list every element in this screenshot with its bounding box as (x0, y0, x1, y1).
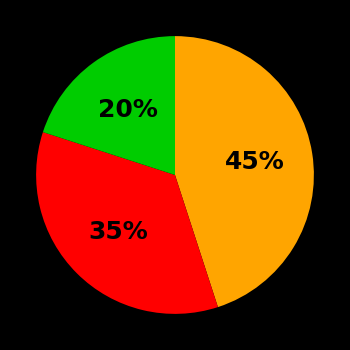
Wedge shape (43, 36, 175, 175)
Text: 20%: 20% (98, 98, 158, 122)
Wedge shape (175, 36, 314, 307)
Wedge shape (36, 132, 218, 314)
Text: 35%: 35% (88, 220, 148, 244)
Text: 45%: 45% (225, 150, 285, 174)
